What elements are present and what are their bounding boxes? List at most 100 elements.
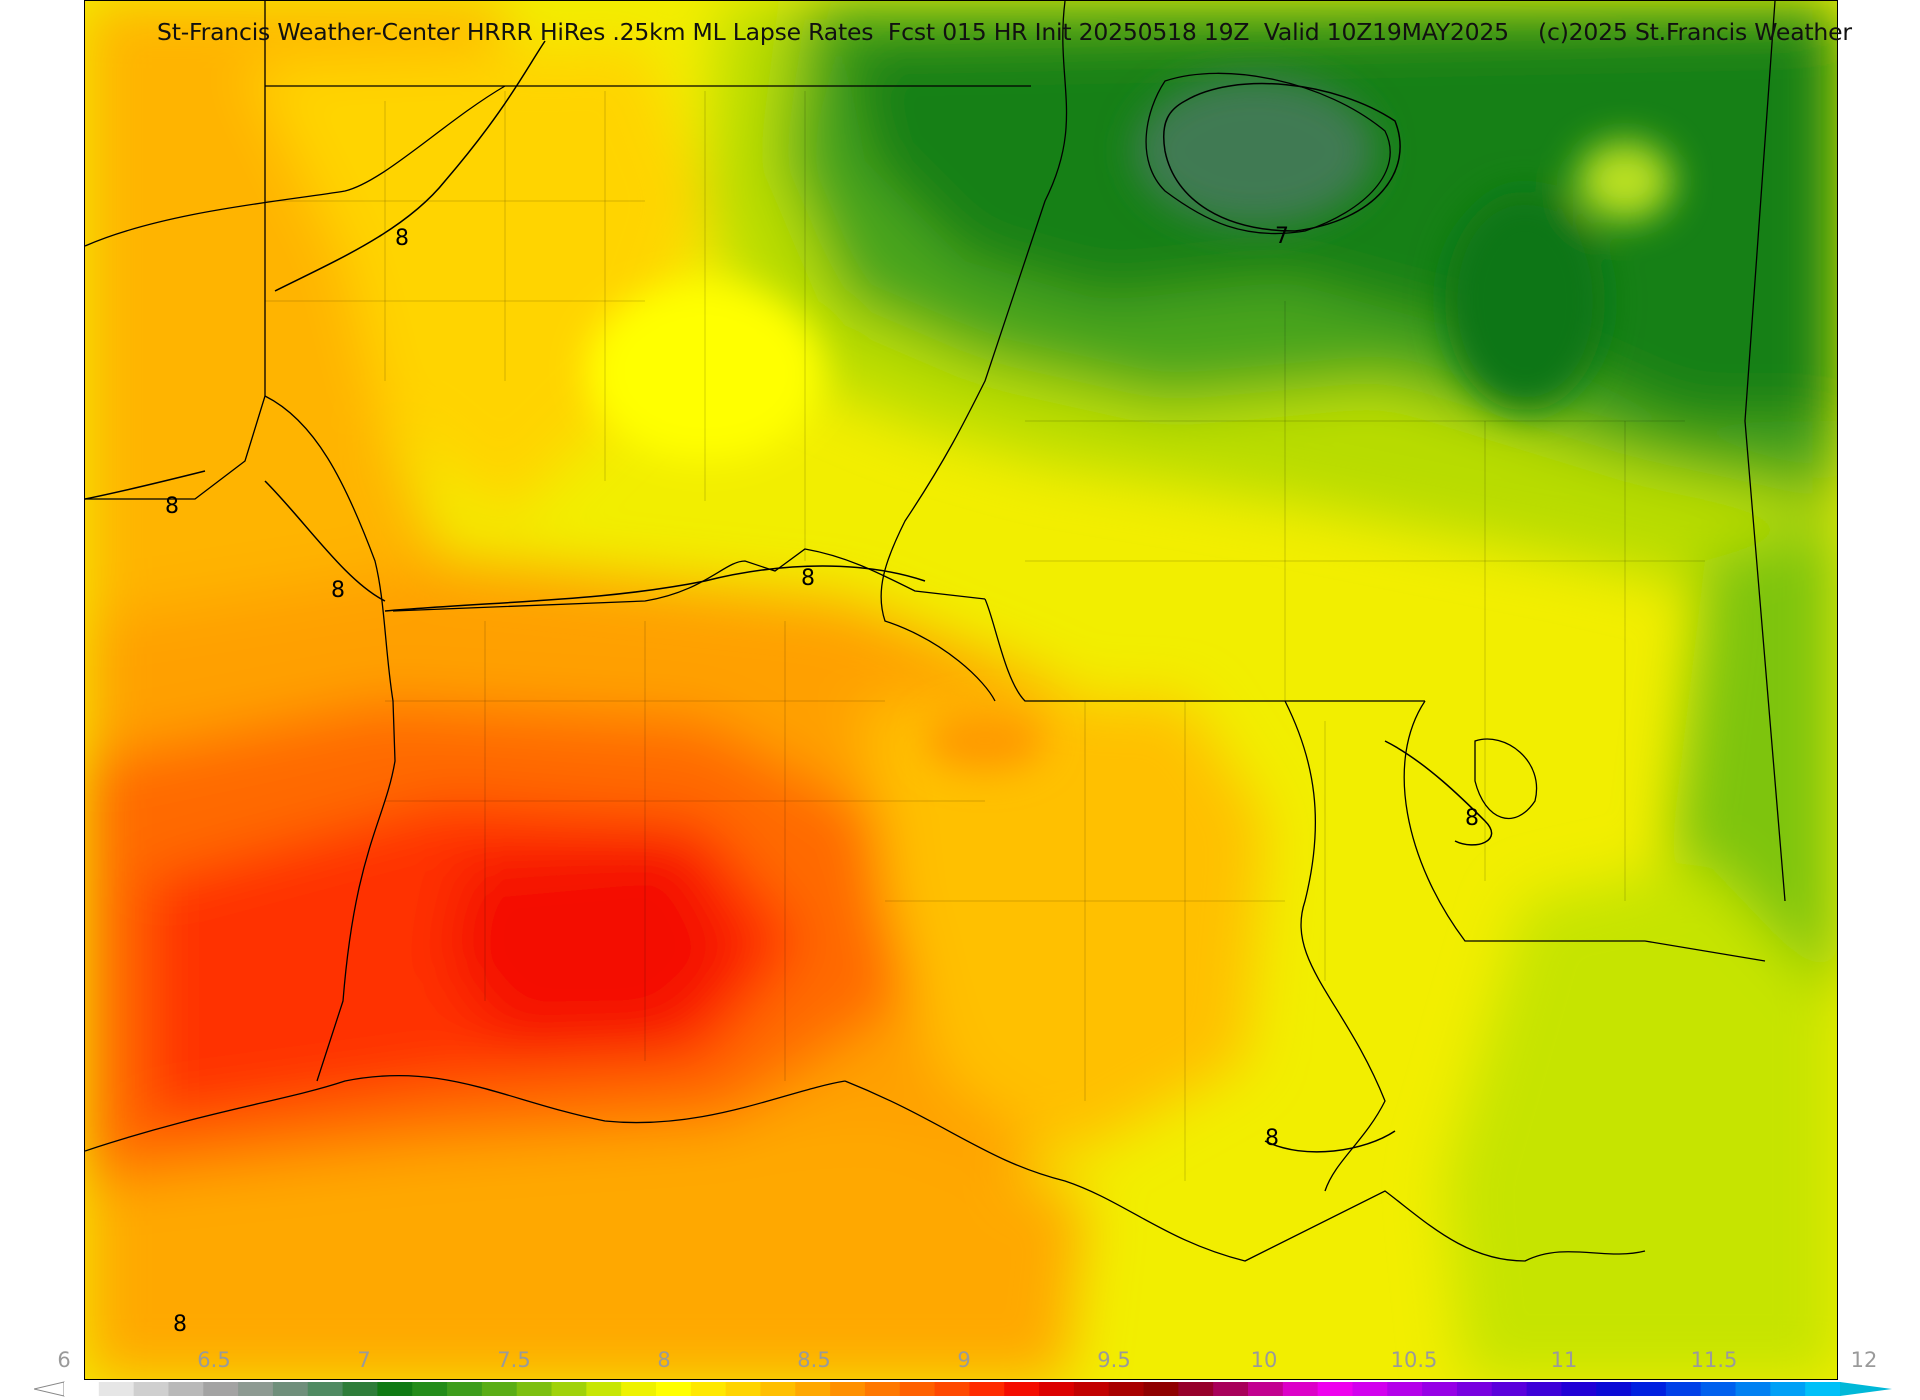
colorbar-swatch (377, 1382, 413, 1396)
field-darkgreen-spot (1445, 191, 1605, 411)
colorbar-swatch (1282, 1382, 1319, 1396)
contour-lines (85, 40, 1493, 1153)
colorbar-tick-label: 6.5 (197, 1348, 231, 1372)
colorbar-swatch (830, 1382, 866, 1396)
field-lightgreen-spot (1577, 141, 1673, 221)
colorbar-swatch (1561, 1382, 1597, 1396)
colorbar-tick-label: 7 (357, 1348, 371, 1372)
contour-7 (1163, 82, 1401, 232)
contour-8-south (1264, 1130, 1396, 1153)
river-mississippi (880, 1, 1068, 702)
colorbar-swatch (795, 1382, 831, 1396)
border-ms-al (1744, 1, 1786, 902)
colorbar-arrow-left (34, 1381, 65, 1397)
colorbar-swatch (1039, 1382, 1075, 1396)
colorbar-swatch (1735, 1382, 1771, 1396)
contour-label: 8 (395, 226, 409, 251)
colorbar-tick-label: 10 (1250, 1348, 1278, 1372)
colorbar-swatch (168, 1382, 204, 1396)
colorbar-tick-label: 9 (957, 1348, 971, 1372)
colorbar-swatch (1665, 1382, 1702, 1396)
coastline-tx (85, 1074, 846, 1152)
field-yelloworange-north (245, 41, 705, 521)
colorbar-swatch (516, 1382, 553, 1396)
field-yellowgreen-se (1445, 861, 1837, 1379)
colorbar-swatch (1248, 1382, 1284, 1396)
colorbar-swatch (1700, 1382, 1737, 1396)
colorbar-tick-label: 12 (1850, 1348, 1878, 1372)
contour-label: 7 (1275, 224, 1289, 249)
lapse-rate-map: 8 8 8 8 8 7 8 8 (84, 0, 1838, 1380)
field-deepred-core (445, 841, 745, 1041)
colorbar-swatch (64, 1382, 100, 1396)
field-orange-central (865, 701, 1265, 1161)
colorbar-swatch (621, 1382, 657, 1396)
contour-label: 8 (331, 578, 345, 603)
colorbar-swatch (1143, 1382, 1179, 1396)
colorbar-swatch (1631, 1382, 1667, 1396)
border-ms-coast (1403, 700, 1766, 962)
colorbar-swatch (1108, 1382, 1145, 1396)
coastline-la (844, 1080, 1646, 1262)
contour-label: 8 (801, 566, 815, 591)
colorbar-swatch (238, 1382, 274, 1396)
contour-label: 8 (165, 494, 179, 519)
colorbar-swatch (307, 1382, 344, 1396)
colorbar-tick-label: 8 (657, 1348, 671, 1372)
colorbar-swatch (133, 1382, 170, 1396)
border-ok-ar (85, 395, 266, 500)
colorbar-swatch (1387, 1382, 1423, 1396)
bay-outline (1474, 738, 1538, 819)
colorbar-tick-label: 6 (57, 1348, 71, 1372)
contour-8-north (274, 40, 546, 292)
border-tx-la (264, 395, 396, 1082)
field-orange-spot (925, 711, 1045, 771)
colorbar-swatch (342, 1382, 379, 1396)
colorbar-swatch (1805, 1382, 1841, 1396)
contour-labels: 8 8 8 8 8 7 8 8 (165, 224, 1479, 1337)
colorbar-swatch (1526, 1382, 1563, 1396)
colorbar-swatch (934, 1382, 971, 1396)
colorbar-arrow-right (1840, 1382, 1892, 1396)
colorbar-swatch (690, 1382, 727, 1396)
colorbar-tick-label: 9.5 (1097, 1348, 1131, 1372)
colorbar-swatch (656, 1382, 692, 1396)
border-la-east (1284, 700, 1386, 1192)
colorbar-swatch (1317, 1382, 1354, 1396)
map-title: St-Francis Weather-Center HRRR HiRes .25… (157, 18, 1852, 46)
colorbar-swatch (551, 1382, 587, 1396)
colorbar-swatch (1213, 1382, 1249, 1396)
contour-label: 8 (1465, 806, 1479, 831)
colorbar-swatch (203, 1382, 239, 1396)
colorbar-swatch (1422, 1382, 1458, 1396)
colorbar-swatch (969, 1382, 1005, 1396)
colorbar-swatch (1004, 1382, 1040, 1396)
field-yellow-lake (585, 281, 825, 461)
colorbar-tick-label: 8.5 (797, 1348, 831, 1372)
contour-8-west (85, 470, 206, 500)
colorbar-swatch (98, 1382, 135, 1396)
colorbar-swatch (725, 1382, 762, 1396)
colorbar-tick-label: 7.5 (497, 1348, 531, 1372)
lapse-rate-field (85, 1, 1837, 1379)
colorbar-swatch (1073, 1382, 1110, 1396)
colorbar-swatch (899, 1382, 936, 1396)
border-la-ms (984, 598, 1425, 702)
colorbar-swatch (1456, 1382, 1493, 1396)
field-orange-bottom (85, 1121, 1085, 1379)
colorbar-swatch (1491, 1382, 1528, 1396)
colorbar-swatch (1352, 1382, 1388, 1396)
field-grey-core (1135, 76, 1375, 226)
colorbar-swatch (1770, 1382, 1806, 1396)
colorbar-swatch (586, 1382, 622, 1396)
colorbar-swatch (1596, 1382, 1632, 1396)
contour-label: 8 (173, 1312, 187, 1337)
border-ok-tx-north (85, 85, 506, 247)
colorbar-swatch (412, 1382, 448, 1396)
colorbar-tick-label: 11 (1550, 1348, 1578, 1372)
contour-8-east (1384, 740, 1493, 846)
contour-label: 8 (1265, 1126, 1279, 1151)
county-lines (265, 91, 1705, 1181)
colorbar-swatch (447, 1382, 483, 1396)
colorbar-swatch (481, 1382, 518, 1396)
